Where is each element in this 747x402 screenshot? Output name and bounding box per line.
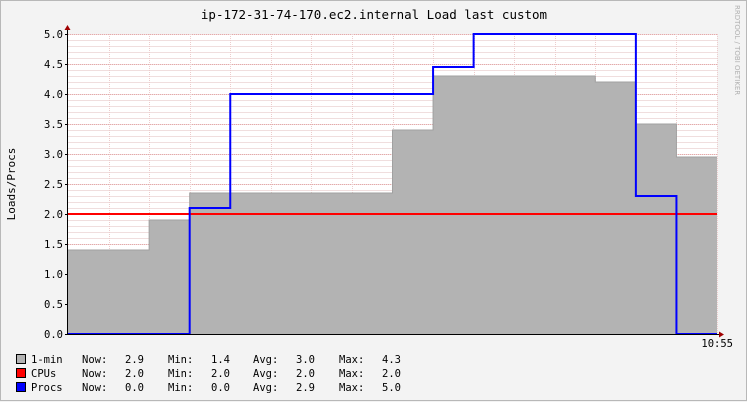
legend-name: CPUs (31, 368, 56, 380)
legend-avg-label: Avg: (253, 354, 278, 366)
legend-swatch (16, 368, 26, 378)
legend-avg-value: 2.0 (296, 368, 315, 380)
legend-max-label: Max: (339, 354, 364, 366)
y-tick-label: 3.5 (44, 119, 63, 131)
series-procs-line (68, 33, 717, 335)
legend-name: 1-min (31, 354, 63, 366)
legend-now-label: Now: (82, 354, 107, 366)
legend-min-value: 2.0 (211, 368, 230, 380)
chart-title: ip-172-31-74-170.ec2.internal Load last … (201, 7, 547, 22)
x-axis-arrow (719, 331, 724, 338)
legend-min-label: Min: (168, 354, 193, 366)
series-1min-area (68, 76, 717, 334)
legend-avg-label: Avg: (253, 382, 278, 394)
y-axis-arrow (64, 25, 71, 30)
legend-now-value: 2.9 (125, 354, 144, 366)
legend-max-label: Max: (339, 368, 364, 380)
legend-name: Procs (31, 382, 63, 394)
legend-now-value: 0.0 (125, 382, 144, 394)
y-tick-label: 2.0 (44, 209, 63, 221)
legend-avg-value: 3.0 (296, 354, 315, 366)
legend-avg-label: Avg: (253, 368, 278, 380)
y-tick-label: 1.5 (44, 239, 63, 251)
legend-min-value: 0.0 (211, 382, 230, 394)
y-tick-label: 0.0 (44, 329, 63, 341)
y-tick-label: 3.0 (44, 149, 63, 161)
y-tick-label: 5.0 (44, 29, 63, 41)
legend-min-label: Min: (168, 382, 193, 394)
legend-max-value: 2.0 (382, 368, 401, 380)
rrdtool-watermark: RRDTOOL / TOBI OETIKER (733, 5, 741, 95)
legend-swatch (16, 382, 26, 392)
plot-area (64, 25, 724, 338)
legend-now-label: Now: (82, 382, 107, 394)
x-tick-label: 10:55 (701, 338, 733, 350)
y-tick-label: 2.5 (44, 179, 63, 191)
legend-now-label: Now: (82, 368, 107, 380)
y-tick-label: 1.0 (44, 269, 63, 281)
legend-max-value: 5.0 (382, 382, 401, 394)
legend-max-label: Max: (339, 382, 364, 394)
y-axis-label: Loads/Procs (5, 148, 18, 221)
x-tick-labels: 10:55 (701, 338, 733, 350)
legend-min-label: Min: (168, 368, 193, 380)
y-tick-label: 0.5 (44, 299, 63, 311)
y-tick-label: 4.0 (44, 89, 63, 101)
legend-avg-value: 2.9 (296, 382, 315, 394)
legend: 1-min Now: 2.9 Min: 1.4 Avg: 3.0 Max: 4.3 CPUs Now… (16, 354, 401, 394)
legend-min-value: 1.4 (211, 354, 230, 366)
legend-max-value: 4.3 (382, 354, 401, 366)
legend-swatch (16, 354, 26, 364)
y-tick-label: 4.5 (44, 59, 63, 71)
legend-now-value: 2.0 (125, 368, 144, 380)
y-tick-labels: 0.0 0.5 1.0 1.5 2.0 2.5 3.0 3.5 4.0 4.5 5.0 (44, 29, 68, 341)
